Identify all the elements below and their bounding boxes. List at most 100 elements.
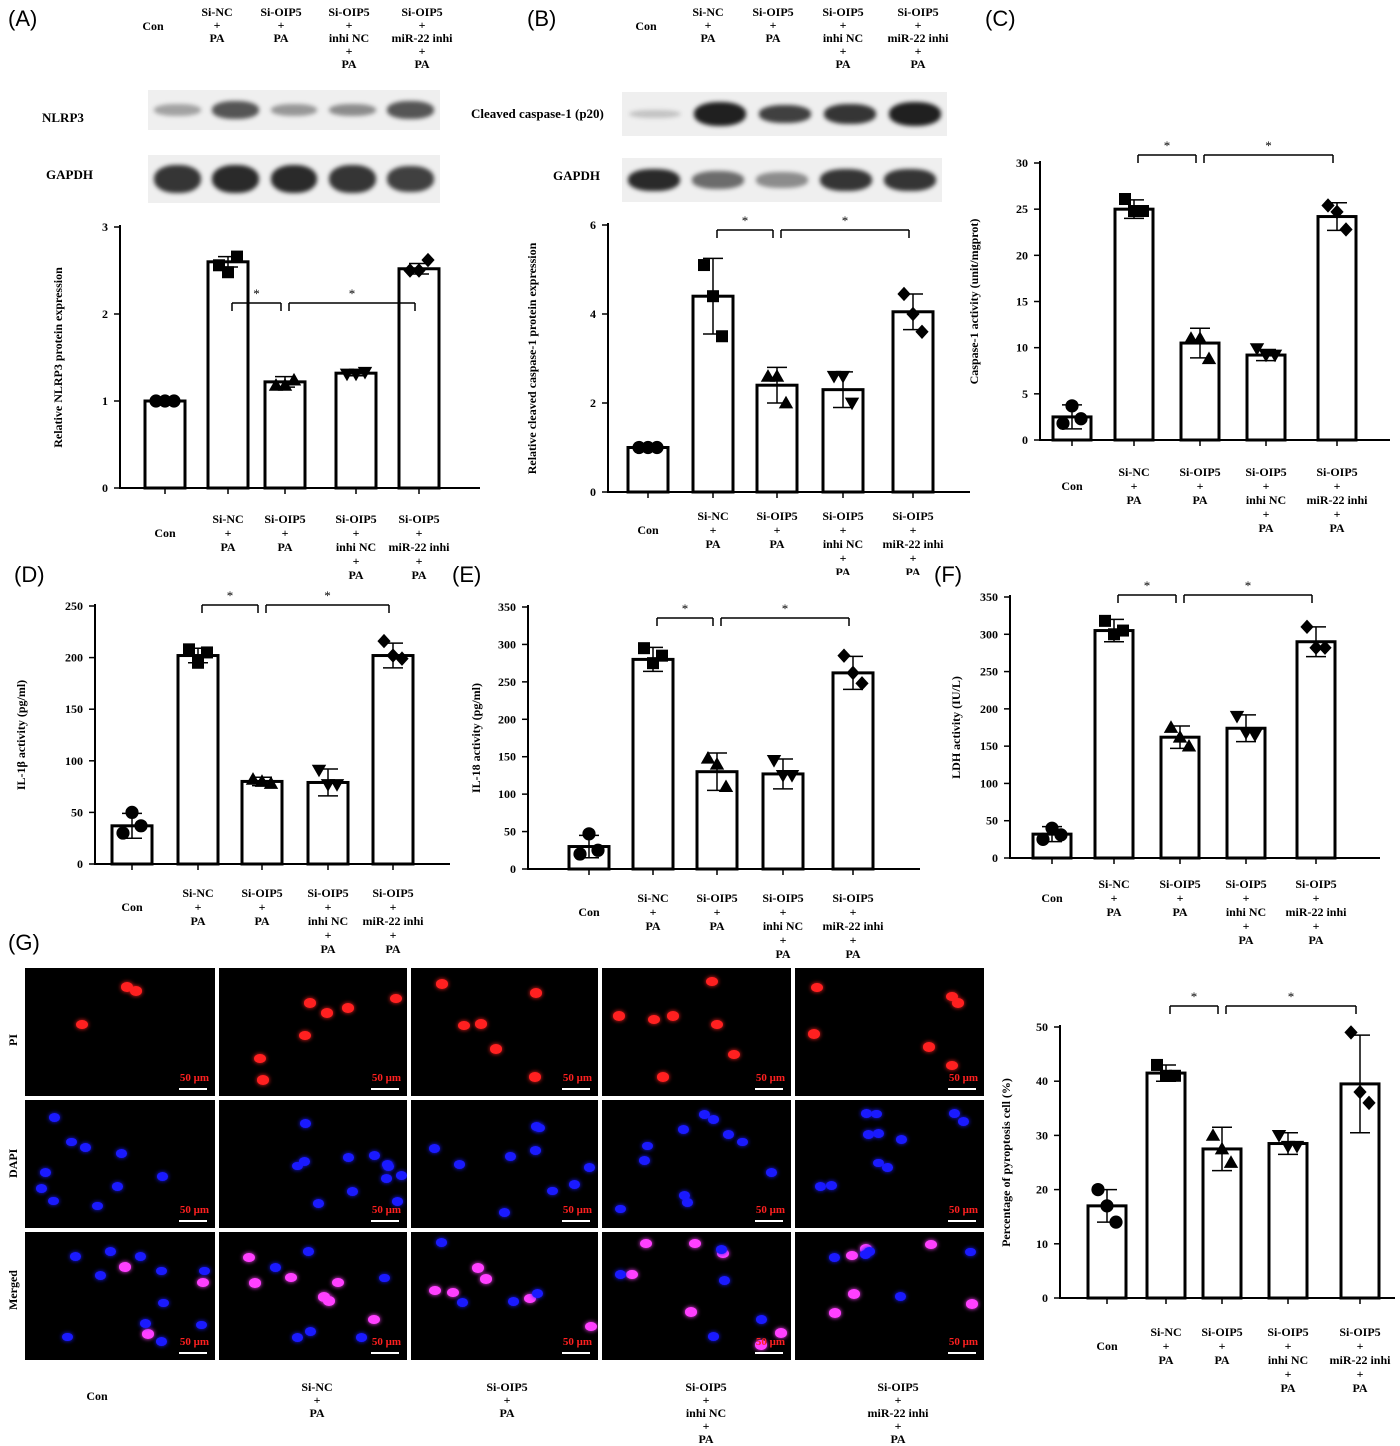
scale-bar-label: 50 μm xyxy=(371,1336,401,1348)
y-tick-label: 1 xyxy=(102,394,108,408)
band xyxy=(628,169,680,191)
y-tick-label: 50 xyxy=(71,805,83,819)
data-point xyxy=(897,286,911,302)
significance-bracket: * xyxy=(1203,138,1334,163)
data-point xyxy=(707,290,719,303)
cell-nucleus xyxy=(614,1270,626,1279)
y-tick-label: 0 xyxy=(102,481,108,495)
cell-nucleus xyxy=(47,1196,59,1206)
blot-a-header-4: Si-OIP5 + miR-22 inhi + PA xyxy=(391,5,453,71)
x-category-label: Si-OIP5 + miR-22 inhi + PA xyxy=(1285,877,1347,947)
cell-nucleus xyxy=(808,1029,821,1039)
micrograph: 50 μm xyxy=(25,1232,215,1360)
cell-nucleus xyxy=(347,1187,359,1196)
y-tick-label: 10 xyxy=(1036,1237,1048,1251)
y-tick-label: 6 xyxy=(590,218,596,232)
cell-nucleus xyxy=(479,1273,492,1284)
scale-bar xyxy=(755,1088,783,1090)
data-point xyxy=(718,779,734,793)
bar xyxy=(831,671,875,871)
scale-bar-label: 50 μm xyxy=(562,1336,592,1348)
scale-bar-label: 50 μm xyxy=(179,1204,209,1216)
data-point xyxy=(582,827,596,841)
cell-nucleus xyxy=(395,1171,407,1181)
bar-group: Si-OIP5 + inhi NC + PA xyxy=(1225,710,1267,947)
data-point xyxy=(835,370,851,384)
blot-b-loading-label: GAPDH xyxy=(553,168,600,183)
data-point xyxy=(134,819,148,833)
cell-nucleus xyxy=(546,1186,558,1196)
x-category-label: Si-NC + PA xyxy=(212,512,243,554)
data-point xyxy=(1249,343,1265,356)
cell-nucleus xyxy=(530,988,543,998)
x-category-label: Si-OIP5 + PA xyxy=(1201,1325,1242,1367)
x-category-label: Con xyxy=(637,523,659,537)
micrograph: 50 μm xyxy=(602,1232,791,1360)
scale-bar-label: 50 μm xyxy=(179,1072,209,1084)
significance-bracket: * xyxy=(1225,989,1357,1014)
cell-nucleus xyxy=(322,1296,335,1307)
cell-nucleus xyxy=(685,1307,697,1317)
cell-nucleus xyxy=(860,1249,872,1259)
microscopy-row-label-merged: Merged xyxy=(6,1270,20,1310)
significance-bracket: * xyxy=(288,286,416,311)
micrograph: 50 μm xyxy=(795,1232,984,1360)
cell-nucleus xyxy=(368,1314,381,1325)
significance-bracket: * xyxy=(201,588,259,613)
bar-group: Si-OIP5 + inhi NC + PA xyxy=(1267,1130,1309,1395)
bar xyxy=(1225,726,1267,860)
band xyxy=(329,104,376,116)
cell-nucleus xyxy=(118,1261,131,1272)
x-category-label: Si-NC + PA xyxy=(182,886,213,928)
cell-nucleus xyxy=(284,1272,297,1283)
cell-nucleus xyxy=(458,1020,471,1031)
data-point xyxy=(268,378,284,391)
panel-label-b: (B) xyxy=(527,6,557,31)
bar-group: Si-OIP5 + PA xyxy=(240,772,284,928)
scale-bar-label: 50 μm xyxy=(948,1336,978,1348)
bar-group: Si-OIP5 + PA xyxy=(755,366,799,551)
x-category-label: Si-NC + PA xyxy=(1150,1325,1181,1367)
cell-nucleus xyxy=(111,1182,123,1191)
data-point xyxy=(1181,738,1197,752)
bar-group: Con xyxy=(1086,1183,1128,1353)
cell-nucleus xyxy=(923,1042,936,1052)
micrograph: 50 μm xyxy=(219,968,407,1096)
x-category-label: Si-OIP5 + miR-22 inhi + PA xyxy=(1306,465,1368,535)
bar xyxy=(1295,640,1337,860)
y-tick-label: 15 xyxy=(1016,295,1028,309)
chart-g: 0 10 20 30 40 50 Percentage of pyroptosis cell… xyxy=(999,989,1395,1395)
cell-nucleus xyxy=(243,1252,256,1263)
blot-b-header-2: Si-OIP5 + PA xyxy=(752,5,794,45)
cell-nucleus xyxy=(134,1251,146,1261)
cell-nucleus xyxy=(116,1148,128,1158)
band xyxy=(212,101,259,119)
cell-nucleus xyxy=(529,1072,542,1082)
data-point xyxy=(1169,1069,1181,1082)
data-point xyxy=(1117,624,1129,637)
band xyxy=(758,105,811,123)
data-point xyxy=(263,776,279,789)
cell-nucleus xyxy=(368,1151,380,1161)
band xyxy=(387,165,435,193)
cell-nucleus xyxy=(472,1263,485,1273)
data-point xyxy=(201,646,213,659)
data-point xyxy=(844,397,860,411)
blot-a-protein-label: NLRP3 xyxy=(42,110,84,125)
bar xyxy=(263,380,307,490)
scale-bar-label: 50 μm xyxy=(755,1336,785,1348)
y-tick-label: 0 xyxy=(77,857,83,871)
data-point xyxy=(1267,349,1283,363)
y-axis-label: Relative NLRP3 protein expression xyxy=(51,267,65,448)
data-point xyxy=(1099,614,1111,627)
significance-bracket: * xyxy=(780,213,910,238)
panel-label-f: (F) xyxy=(934,562,963,587)
bar xyxy=(206,260,250,490)
cell-nucleus xyxy=(456,1298,468,1308)
x-category-label: Si-OIP5 + PA xyxy=(696,891,737,933)
data-point xyxy=(1300,619,1314,635)
data-point xyxy=(286,372,302,386)
cell-nucleus xyxy=(708,1115,720,1124)
cell-nucleus xyxy=(155,1336,167,1346)
micrograph: 50 μm xyxy=(795,968,984,1096)
